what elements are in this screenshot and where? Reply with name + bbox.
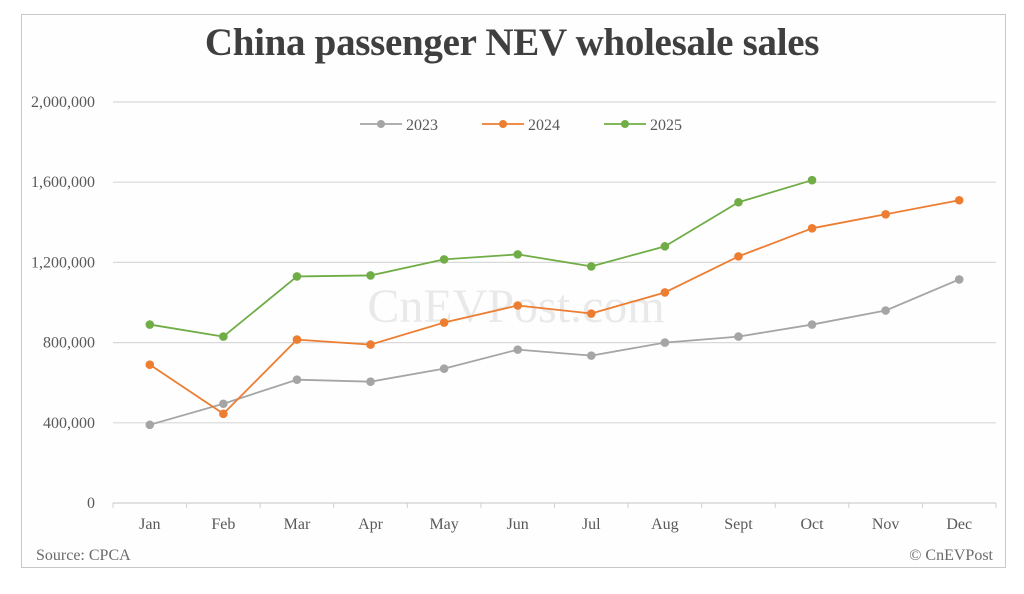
data-point xyxy=(439,318,449,327)
series-line xyxy=(149,278,960,426)
legend-label: 2024 xyxy=(528,117,560,134)
chart-title: China passenger NEV wholesale sales xyxy=(204,21,820,64)
data-point xyxy=(145,360,155,369)
data-point xyxy=(219,399,228,409)
data-point xyxy=(219,332,228,341)
series-line xyxy=(149,179,813,338)
x-tick-label: Dec xyxy=(946,516,972,533)
x-tick-label: Mar xyxy=(284,516,311,533)
legend-label: 2023 xyxy=(406,117,438,134)
data-point xyxy=(366,271,375,280)
data-point xyxy=(734,252,743,261)
series-2024 xyxy=(145,195,964,419)
legend-marker-icon xyxy=(499,120,507,128)
data-point xyxy=(881,306,890,315)
x-tick-label: Jun xyxy=(507,516,529,533)
data-point xyxy=(954,275,964,284)
legend-label: 2025 xyxy=(650,117,682,134)
legend-item-2024: 2024 xyxy=(482,117,560,134)
data-point xyxy=(734,197,743,207)
data-point xyxy=(660,338,670,347)
data-point xyxy=(881,209,890,219)
x-axis: Jan Feb Mar Apr May Jun Jul Aug Sept Oct Nov Dec xyxy=(112,502,997,533)
series-lines xyxy=(145,175,964,430)
x-tick-label: Oct xyxy=(800,516,824,533)
x-tick-label: Apr xyxy=(358,516,384,533)
legend-item-2025: 2025 xyxy=(604,117,682,134)
data-point xyxy=(366,340,375,349)
source-note: Source: CPCA xyxy=(36,547,131,564)
data-point xyxy=(292,335,302,344)
data-point xyxy=(807,320,817,329)
data-point xyxy=(513,250,523,259)
y-axis-labels: 0 400,000 800,000 1,200,000 1,600,000 2,000,0… xyxy=(31,94,95,512)
chart-frame xyxy=(21,14,1006,568)
y-tick-label: 2,000,000 xyxy=(31,94,95,111)
data-point xyxy=(219,409,228,419)
x-tick-label: Feb xyxy=(211,516,235,533)
data-point xyxy=(954,195,964,205)
copyright-note: © CnEVPost xyxy=(909,547,993,564)
data-point xyxy=(586,309,596,318)
legend: 2023 2024 2025 xyxy=(360,117,682,134)
data-point xyxy=(366,377,375,386)
x-tick-label: Aug xyxy=(651,516,679,533)
data-point xyxy=(292,272,302,281)
data-point xyxy=(292,375,302,384)
data-point xyxy=(513,301,523,310)
y-tick-label: 800,000 xyxy=(43,335,95,352)
series-2023 xyxy=(145,275,964,430)
data-point xyxy=(439,364,449,373)
gridlines xyxy=(113,101,996,424)
series-line xyxy=(149,199,960,415)
x-tick-label: Jul xyxy=(582,516,601,533)
x-tick-label: Sept xyxy=(724,516,753,533)
data-point xyxy=(145,420,155,430)
data-point xyxy=(734,332,743,341)
x-tick-label: Jan xyxy=(139,516,160,533)
x-tick-label: Nov xyxy=(872,516,900,533)
data-point xyxy=(586,351,596,360)
y-tick-label: 1,600,000 xyxy=(31,174,95,191)
legend-item-2023: 2023 xyxy=(360,117,438,134)
legend-marker-icon xyxy=(377,120,385,128)
legend-marker-icon xyxy=(621,120,629,128)
y-tick-label: 0 xyxy=(87,495,95,512)
y-tick-label: 1,200,000 xyxy=(31,254,95,271)
data-point xyxy=(807,175,817,185)
data-point xyxy=(439,255,449,264)
series-2025 xyxy=(145,175,817,341)
x-tick-label: May xyxy=(429,516,458,533)
data-point xyxy=(660,242,670,251)
data-point xyxy=(145,320,155,329)
data-point xyxy=(807,224,817,233)
y-tick-label: 400,000 xyxy=(43,415,95,432)
data-point xyxy=(586,262,596,271)
data-point xyxy=(660,288,670,297)
data-point xyxy=(513,345,523,354)
